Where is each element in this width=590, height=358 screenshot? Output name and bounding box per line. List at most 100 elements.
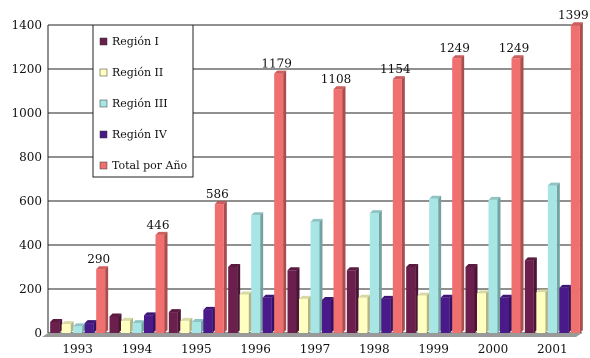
legend-swatch [99,130,108,139]
y-tick-label: 1400 [11,18,42,32]
data-label: 586 [206,187,229,201]
x-tick-label: 1999 [418,342,449,356]
bar-side [141,320,145,333]
x-axis: 1993 1994 1995 1996 1997 1998 1999 2000 2001 [62,342,567,356]
x-tick-label: 1996 [240,342,271,356]
bar-top [310,218,323,222]
bar [392,79,402,334]
bar-side [497,196,501,333]
x-tick-label: 1998 [359,342,390,356]
legend-box [92,24,194,178]
bar [417,295,427,333]
bar [191,322,201,333]
bar-side [70,321,74,333]
legend-label: Región III [112,97,168,110]
bar-top [570,22,583,26]
floor-plane [42,333,582,337]
x-tick-label: 1993 [62,342,93,356]
bar [369,213,379,333]
bar-top [50,319,63,322]
bar [144,315,153,333]
bar [536,292,546,333]
bar-side [545,289,549,333]
y-axis: 0 200 400 600 800 1000 1200 1400 [11,18,49,340]
bar-side [189,317,193,333]
bar [214,204,224,333]
bar-top [73,323,86,327]
data-label: 1249 [499,41,530,55]
legend-swatch [99,161,108,170]
bar [358,297,368,333]
bar [168,312,178,333]
bar-side [223,201,227,333]
bar [570,25,580,333]
data-label: 1179 [261,57,292,71]
bar [500,297,509,333]
bar-side [331,297,334,333]
bar-top [155,231,168,235]
bar [381,298,391,333]
bar-side [449,294,453,333]
bar-side [520,55,524,333]
bar-top [180,317,193,321]
legend: Región I Región II Región III Región IV Tota… [92,24,194,178]
bar-side [59,319,63,333]
bar [228,267,238,333]
bar [96,269,106,333]
bar-side [308,295,311,333]
bar [155,234,165,333]
data-label: 1399 [558,8,589,22]
bar-top [121,317,133,321]
bar [84,323,94,333]
bar [299,298,308,333]
bar [488,199,498,333]
bar [465,267,475,333]
bar [524,260,534,333]
bar [287,270,297,333]
bar-top [262,294,275,298]
bar-side [164,231,168,333]
y-tick-label: 600 [19,194,42,208]
bar-top [500,294,512,298]
x-tick-label: 2001 [537,342,568,356]
legend-label: Total por Año [112,159,188,172]
data-label: 1108 [321,72,352,86]
bar-side [260,212,264,333]
bar-top [392,76,405,80]
bar-side [283,70,287,334]
bar [203,309,213,333]
x-tick-label: 1995 [181,342,212,356]
bar-top [333,86,346,90]
bar-top [536,289,549,293]
bar-side [426,292,430,333]
bar [511,58,521,333]
bar-side [509,294,512,333]
bar-side [271,294,275,333]
bar-top [417,292,430,296]
bar-side [474,264,478,333]
bar-top [191,319,204,322]
bar-top [109,313,122,317]
y-tick-label: 200 [19,282,42,296]
bar-side [438,195,442,333]
bar-side [237,264,241,333]
bar-top [452,55,465,59]
legend-swatch [99,99,108,108]
bar-side [390,295,394,333]
bar-top [559,284,572,288]
data-label: 1154 [380,62,411,76]
y-tick-label: 1200 [11,62,42,76]
bar-side [556,182,560,333]
bar [239,294,249,333]
bar-top [358,294,371,298]
bar-side [200,319,204,333]
bar-top [239,291,252,295]
data-label: 446 [147,218,170,232]
data-label: 290 [87,252,110,266]
bar-side [248,291,252,333]
bar-side [93,320,97,333]
bar-top [287,267,300,271]
legend-label: Región IV [112,128,168,141]
bar [180,320,190,333]
bar [429,198,439,333]
